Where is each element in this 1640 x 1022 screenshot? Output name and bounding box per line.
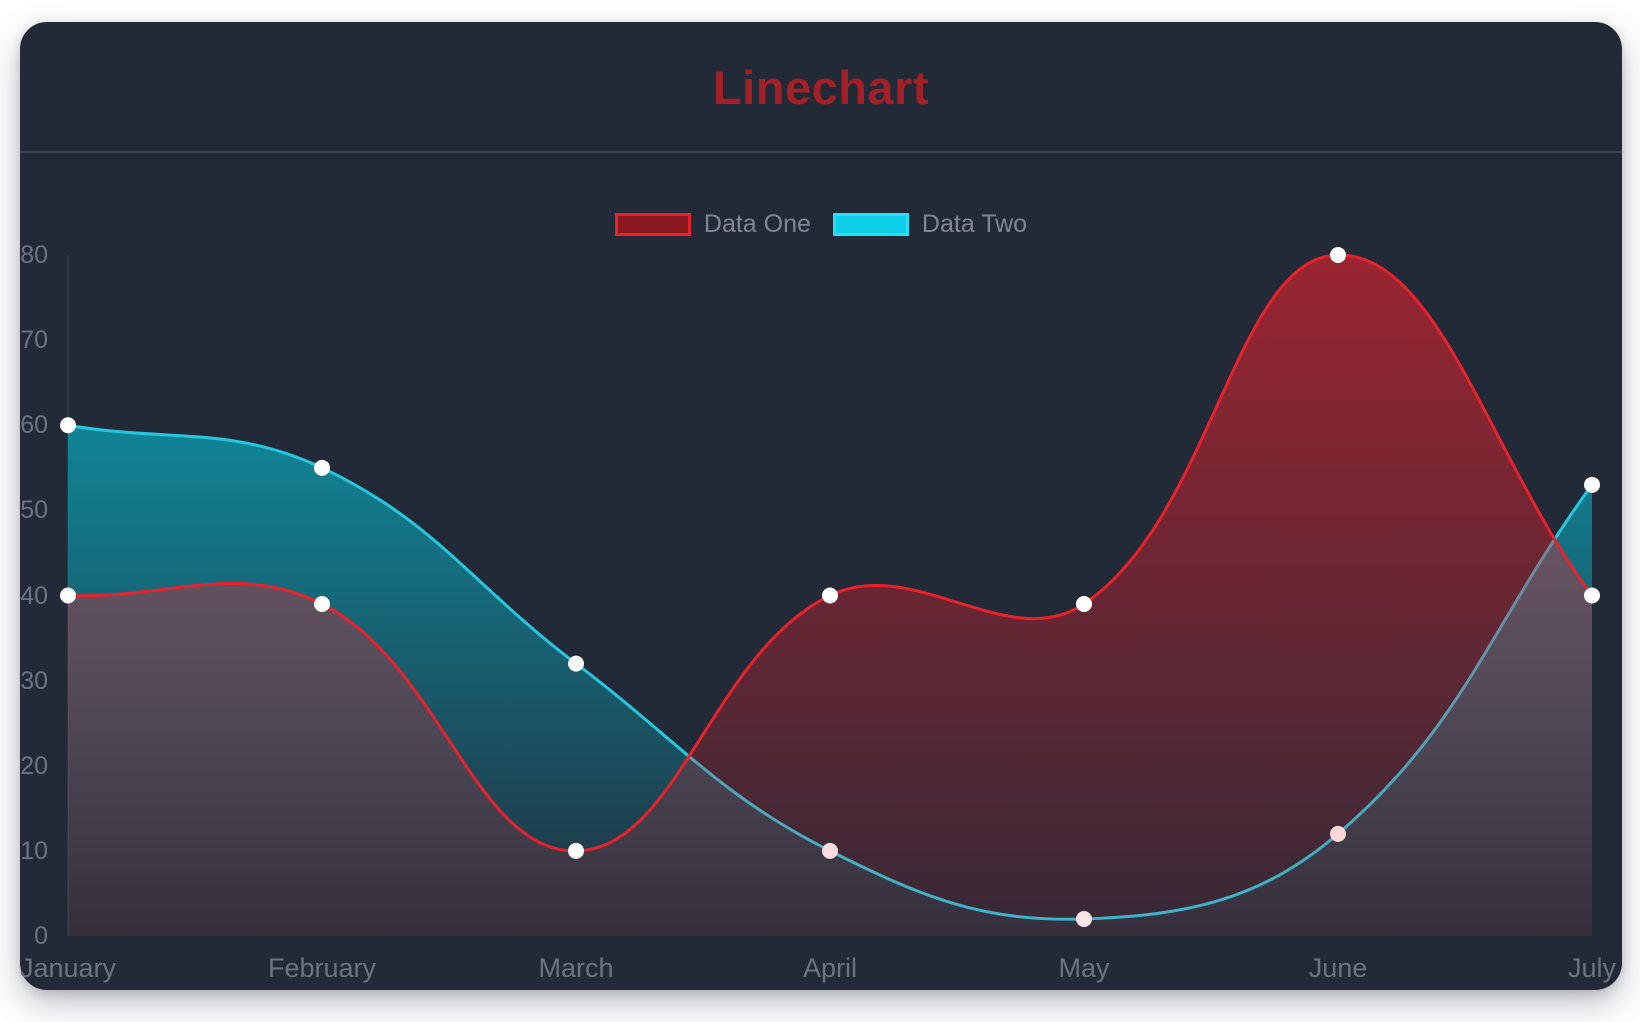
data-one-point-april[interactable] [822,587,838,604]
legend-label-data-one: Data One [703,210,811,238]
line-chart-canvas[interactable] [20,22,1622,990]
chart-card: Linechart Data One Data Two 0 10 20 30 40 50 6… [20,22,1622,990]
data-one-point-january[interactable] [60,587,76,604]
data-two-point-february[interactable] [314,459,330,476]
data-one-swatch-icon [614,213,691,236]
data-one-point-july[interactable] [1584,587,1600,604]
data-one-point-may[interactable] [1076,596,1092,613]
data-one-point-june[interactable] [1330,247,1346,263]
data-two-point-january[interactable] [60,417,76,434]
data-one-area [68,254,1592,936]
chart-title: Linechart [712,61,930,114]
plot-area: 0 10 20 30 40 50 60 70 80 January February March Ap… [20,22,1622,990]
header-divider [20,151,1622,153]
data-two-point-march[interactable] [568,655,584,672]
data-one-point-february[interactable] [314,596,330,613]
data-two-point-july[interactable] [1584,476,1600,493]
data-two-swatch-icon [832,213,909,236]
chart-header: Linechart [20,60,1622,115]
data-one-line [66,253,1594,853]
data-one-point-march[interactable] [568,842,584,859]
legend-item-data-one[interactable]: Data One [614,210,811,239]
legend-label-data-two: Data Two [921,210,1028,238]
legend-item-data-two[interactable]: Data Two [832,210,1028,239]
chart-legend: Data One Data Two [20,210,1622,239]
